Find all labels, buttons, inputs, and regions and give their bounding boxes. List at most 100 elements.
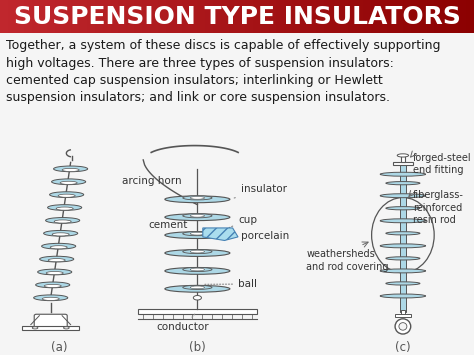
- Ellipse shape: [395, 319, 410, 334]
- Bar: [32, 0, 40, 33]
- Ellipse shape: [40, 256, 74, 262]
- Bar: [253, 0, 262, 33]
- Ellipse shape: [44, 230, 78, 236]
- Bar: [387, 0, 396, 33]
- Ellipse shape: [190, 286, 205, 289]
- Ellipse shape: [42, 243, 76, 249]
- Ellipse shape: [42, 297, 59, 300]
- Ellipse shape: [165, 268, 230, 274]
- Bar: [403, 0, 412, 33]
- Text: SUSPENSION TYPE INSULATORS: SUSPENSION TYPE INSULATORS: [14, 5, 460, 28]
- Bar: [22, 326, 79, 330]
- Bar: [411, 0, 419, 33]
- Text: (b): (b): [189, 341, 206, 354]
- Bar: [347, 0, 356, 33]
- Bar: [166, 0, 175, 33]
- Bar: [118, 0, 128, 33]
- Bar: [158, 0, 167, 33]
- Text: forged-steel
end fitting: forged-steel end fitting: [413, 153, 472, 175]
- Bar: [435, 0, 443, 33]
- Ellipse shape: [36, 282, 70, 288]
- Bar: [401, 156, 405, 162]
- Text: (c): (c): [395, 341, 410, 354]
- Bar: [379, 0, 388, 33]
- Bar: [190, 0, 199, 33]
- Bar: [87, 0, 96, 33]
- Bar: [198, 0, 206, 33]
- Bar: [103, 0, 111, 33]
- Text: fiberglass-
reinforced
resin rod: fiberglass- reinforced resin rod: [413, 190, 464, 225]
- Ellipse shape: [46, 218, 80, 223]
- Ellipse shape: [386, 232, 420, 235]
- Ellipse shape: [397, 154, 409, 157]
- Bar: [324, 0, 333, 33]
- Ellipse shape: [54, 166, 88, 172]
- Bar: [150, 0, 159, 33]
- Ellipse shape: [183, 231, 212, 236]
- Ellipse shape: [190, 214, 205, 217]
- Bar: [395, 0, 404, 33]
- Ellipse shape: [37, 269, 72, 275]
- Bar: [450, 0, 459, 33]
- Bar: [174, 0, 182, 33]
- Bar: [229, 0, 238, 33]
- Text: arcing horn: arcing horn: [121, 176, 181, 186]
- Ellipse shape: [62, 168, 79, 171]
- Bar: [16, 0, 25, 33]
- Ellipse shape: [165, 214, 230, 220]
- Text: insulator: insulator: [233, 184, 287, 198]
- Ellipse shape: [56, 207, 73, 210]
- Text: porcelain: porcelain: [233, 231, 289, 241]
- Ellipse shape: [380, 269, 426, 273]
- Bar: [8, 0, 17, 33]
- Bar: [466, 0, 474, 33]
- Ellipse shape: [50, 246, 67, 249]
- Bar: [55, 0, 64, 33]
- Ellipse shape: [34, 295, 68, 301]
- Ellipse shape: [165, 285, 230, 292]
- Bar: [237, 0, 246, 33]
- Bar: [63, 0, 72, 33]
- Text: ball: ball: [204, 279, 257, 289]
- Ellipse shape: [60, 181, 77, 184]
- Bar: [340, 0, 348, 33]
- Bar: [316, 0, 325, 33]
- Bar: [292, 0, 301, 33]
- Ellipse shape: [183, 214, 212, 218]
- Bar: [371, 0, 380, 33]
- Ellipse shape: [165, 232, 230, 239]
- Ellipse shape: [380, 194, 426, 198]
- Bar: [400, 165, 406, 312]
- Bar: [419, 0, 428, 33]
- Bar: [284, 0, 293, 33]
- Ellipse shape: [380, 172, 426, 176]
- Ellipse shape: [44, 284, 61, 288]
- Polygon shape: [203, 228, 238, 240]
- Ellipse shape: [386, 181, 420, 185]
- Bar: [395, 315, 411, 317]
- Bar: [300, 0, 309, 33]
- Text: cup: cup: [227, 214, 257, 229]
- Bar: [442, 0, 451, 33]
- Ellipse shape: [190, 197, 205, 199]
- Bar: [110, 0, 119, 33]
- Bar: [401, 310, 405, 316]
- Bar: [47, 0, 56, 33]
- Bar: [79, 0, 88, 33]
- Bar: [427, 0, 436, 33]
- Ellipse shape: [190, 268, 205, 271]
- Ellipse shape: [183, 285, 212, 289]
- Ellipse shape: [386, 282, 420, 285]
- Bar: [221, 0, 230, 33]
- Bar: [142, 0, 151, 33]
- Ellipse shape: [386, 207, 420, 210]
- Text: cement: cement: [149, 220, 203, 234]
- Bar: [205, 0, 214, 33]
- Bar: [332, 0, 341, 33]
- Bar: [364, 0, 372, 33]
- Ellipse shape: [48, 258, 65, 262]
- Ellipse shape: [50, 192, 84, 197]
- Bar: [458, 0, 467, 33]
- Ellipse shape: [165, 196, 230, 203]
- Ellipse shape: [380, 294, 426, 298]
